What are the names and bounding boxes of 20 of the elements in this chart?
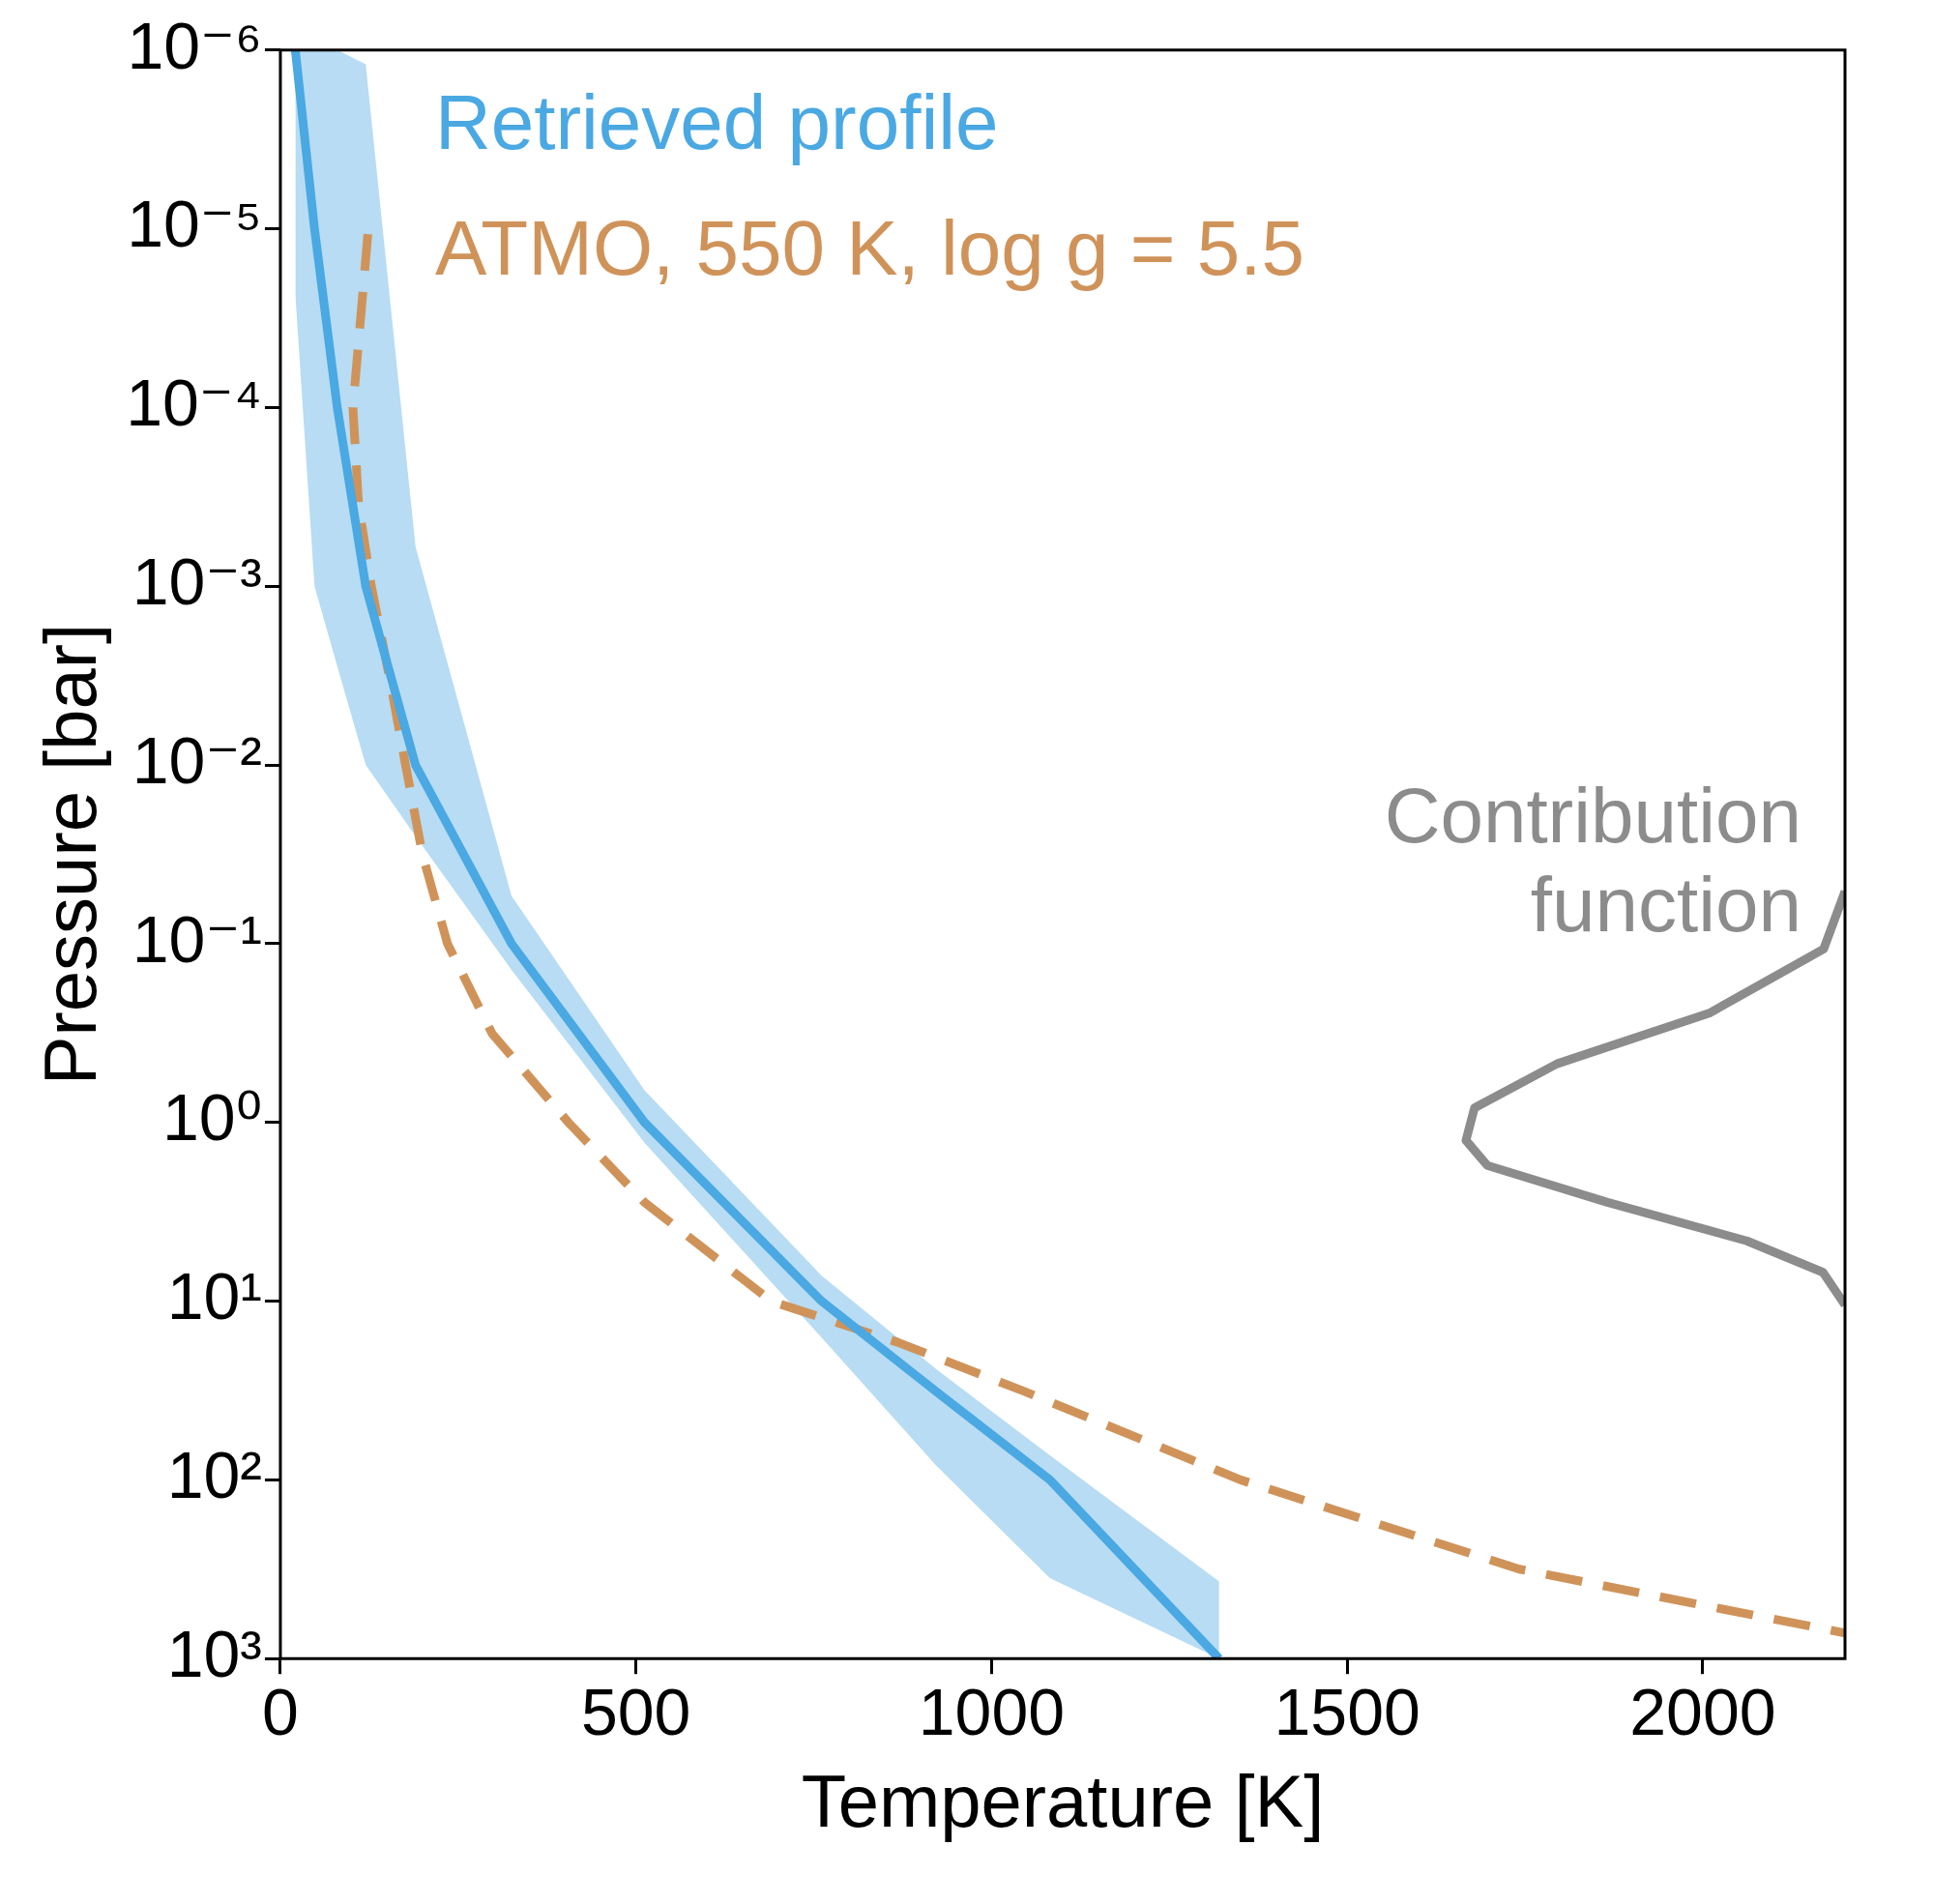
y-tick-label: 10¹ (166, 1259, 262, 1333)
y-tick-label: 10² (166, 1438, 262, 1512)
y-tick-label: 10⁻⁶ (127, 8, 262, 82)
y-tick-label: 10⁻⁴ (126, 366, 262, 440)
x-tick-label: 1500 (1274, 1674, 1420, 1748)
y-tick-label: 10⁻⁵ (127, 187, 262, 261)
y-tick-label: 10³ (166, 1616, 262, 1690)
annotation: Contribution function (1384, 772, 1801, 948)
y-axis-title: Pressure [bar] (28, 623, 111, 1086)
x-tick-label: 1000 (918, 1674, 1066, 1748)
x-tick-label: 2000 (1629, 1674, 1776, 1748)
x-tick-label: 0 (262, 1674, 299, 1748)
x-axis-title: Temperature [K] (801, 1760, 1325, 1843)
y-tick-label: 10⁻³ (132, 544, 262, 619)
y-tick-label: 10⁻¹ (132, 901, 262, 976)
y-tick-label: 10⁻² (132, 722, 262, 797)
series-label: Retrieved profile (434, 78, 999, 165)
x-tick-label: 500 (580, 1674, 691, 1748)
y-tick-label: 10⁰ (162, 1080, 262, 1155)
series-label: ATMO, 550 K, log g = 5.5 (434, 204, 1304, 291)
